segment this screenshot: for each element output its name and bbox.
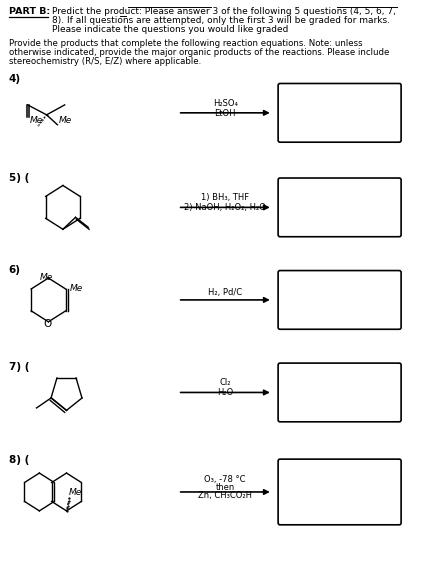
Text: 7) (: 7) (: [9, 362, 29, 372]
Text: Please indicate the questions you would like graded: Please indicate the questions you would …: [52, 25, 289, 35]
FancyBboxPatch shape: [278, 271, 401, 329]
Text: O₃, -78 °C: O₃, -78 °C: [204, 475, 246, 484]
Text: H₂SO₄: H₂SO₄: [213, 99, 238, 108]
FancyBboxPatch shape: [278, 459, 401, 525]
Text: Me: Me: [69, 488, 82, 497]
Text: 2) NaOH, H₂O₂, H₂O: 2) NaOH, H₂O₂, H₂O: [184, 203, 266, 212]
Text: PART B:: PART B:: [9, 7, 50, 16]
Text: Cl₂: Cl₂: [220, 379, 231, 388]
Text: Me: Me: [58, 116, 72, 125]
Text: Me: Me: [40, 273, 53, 282]
Text: 4): 4): [9, 74, 21, 84]
Text: 8) (: 8) (: [9, 455, 29, 465]
Text: O: O: [43, 319, 52, 329]
Text: Me: Me: [70, 285, 83, 293]
Text: Me: Me: [30, 116, 43, 125]
Text: otherwise indicated, provide the major organic products of the reactions. Please: otherwise indicated, provide the major o…: [9, 48, 389, 57]
Text: 5) (: 5) (: [9, 173, 29, 183]
Text: 8). If all questions are attempted, only the first 3 will be graded for marks.: 8). If all questions are attempted, only…: [52, 16, 390, 25]
Text: then: then: [215, 483, 235, 492]
Text: Provide the products that complete the following reaction equations. Note: unles: Provide the products that complete the f…: [9, 39, 362, 48]
Text: stereochemistry (R/S, E/Z) where applicable.: stereochemistry (R/S, E/Z) where applica…: [9, 57, 201, 66]
FancyBboxPatch shape: [278, 178, 401, 237]
Text: Predict the product: Please answer 3 of the following 5 questions (4, 5, 6, 7,: Predict the product: Please answer 3 of …: [52, 7, 396, 16]
Text: H₂, Pd/C: H₂, Pd/C: [208, 288, 242, 297]
Text: 6): 6): [9, 265, 21, 275]
FancyBboxPatch shape: [278, 83, 401, 142]
Text: EtOH: EtOH: [215, 109, 236, 118]
Text: Zn, CH₃CO₂H: Zn, CH₃CO₂H: [198, 491, 252, 500]
FancyBboxPatch shape: [278, 363, 401, 422]
Text: H₂O: H₂O: [217, 388, 233, 397]
Text: 1) BH₃, THF: 1) BH₃, THF: [201, 194, 249, 203]
